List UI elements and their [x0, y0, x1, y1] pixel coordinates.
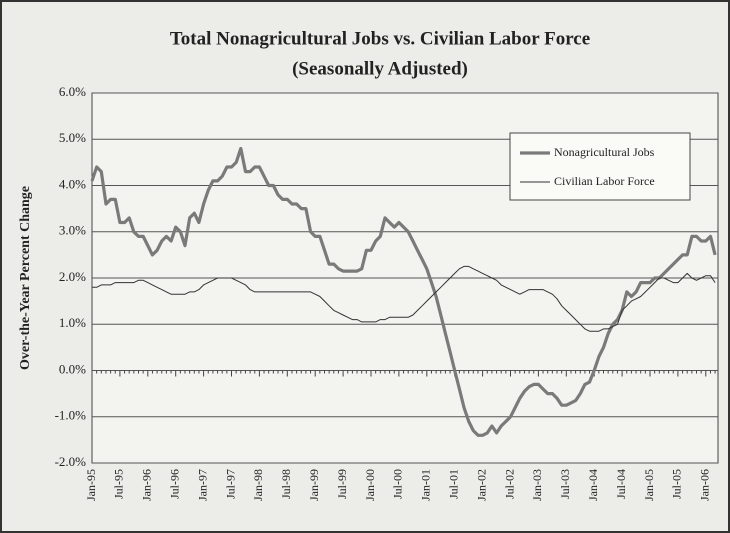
y-tick-label: 6.0% [59, 84, 86, 99]
x-tick-label: Jan-06 [698, 469, 712, 501]
x-tick-label: Jan-02 [474, 469, 488, 501]
y-tick-label: -2.0% [55, 454, 87, 469]
y-tick-label: 0.0% [59, 361, 86, 376]
y-tick-label: 3.0% [59, 223, 86, 238]
x-tick-label: Jul-96 [167, 469, 181, 499]
x-tick-label: Jan-04 [586, 469, 600, 501]
legend-box [509, 132, 691, 201]
x-tick-label: Jul-01 [446, 469, 460, 499]
x-tick-label: Jul-00 [391, 469, 405, 499]
y-tick-label: 2.0% [59, 269, 86, 284]
x-tick-label: Jul-05 [670, 469, 684, 499]
series-line [92, 265, 716, 332]
x-tick-label: Jan-01 [419, 469, 433, 501]
x-tick-label: Jan-98 [251, 469, 265, 501]
x-tick-label: Jul-98 [279, 469, 293, 499]
x-tick-label: Jan-99 [307, 469, 321, 501]
x-tick-label: Jul-03 [558, 469, 572, 499]
chart-subtitle: (Seasonally Adjusted) [292, 58, 468, 79]
x-tick-label: Jan-00 [363, 469, 377, 501]
y-tick-label: -1.0% [55, 408, 87, 423]
legend-label: Civilian Labor Force [554, 174, 655, 188]
x-tick-label: Jan-05 [642, 469, 656, 501]
legend-label: Nonagricultural Jobs [554, 145, 655, 159]
y-axis-label: Over-the-Year Percent Change [18, 186, 33, 370]
y-tick-label: 4.0% [59, 176, 86, 191]
x-tick-label: Jul-95 [112, 469, 126, 499]
x-tick-label: Jul-02 [502, 469, 516, 499]
x-tick-label: Jan-97 [195, 469, 209, 501]
x-tick-label: Jan-96 [140, 469, 154, 501]
y-tick-label: 1.0% [59, 315, 86, 330]
x-tick-label: Jan-03 [530, 469, 544, 501]
chart-title: Total Nonagricultural Jobs vs. Civilian … [170, 28, 590, 49]
x-tick-label: Jan-95 [84, 469, 98, 501]
x-tick-label: Jul-97 [223, 469, 237, 499]
x-tick-label: Jul-99 [335, 469, 349, 499]
x-tick-label: Jul-04 [614, 469, 628, 499]
y-tick-label: 5.0% [59, 130, 86, 145]
